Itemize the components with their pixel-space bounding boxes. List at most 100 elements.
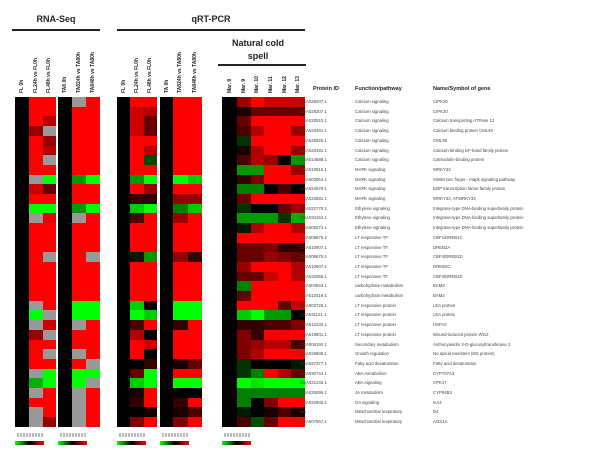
heatmap-cell	[72, 310, 87, 321]
heatmap-cell	[15, 223, 30, 234]
heatmap-cell	[187, 155, 203, 166]
heatmap-cell	[117, 320, 131, 331]
table-cell: CSA006190.1	[300, 341, 327, 347]
heatmap-cell	[58, 155, 73, 166]
table-cell: Calcium transporting ATPase 12	[433, 118, 495, 124]
heatmap-cell	[187, 310, 203, 321]
group-title-qrt-pcr: qRT-PCR	[191, 14, 231, 24]
heatmap-cell	[291, 417, 306, 428]
heatmap-cell	[222, 320, 238, 331]
table-cell: MAPK signaling	[355, 176, 386, 182]
heatmap-cell	[15, 368, 30, 379]
column-label: TA824h vs TA80h	[177, 52, 184, 93]
heatmap-cell	[58, 320, 73, 331]
table-cell: LT responsive TF	[355, 263, 388, 269]
heatmap-cell	[42, 135, 57, 146]
heatmap-cell	[160, 271, 174, 282]
heatmap-cell	[58, 145, 73, 156]
column-label: TA848h vs TA80h	[90, 52, 96, 93]
heatmap-cell	[117, 135, 131, 146]
heatmap-cell	[42, 329, 57, 340]
heatmap-cell	[15, 417, 30, 428]
heatmap-cell	[58, 397, 73, 408]
heatmap-cell	[42, 213, 57, 224]
table-cell: CSA027377.1	[300, 360, 327, 366]
heatmap-cell	[143, 164, 158, 175]
heatmap-cell	[291, 358, 306, 369]
heatmap-cell	[72, 378, 87, 389]
heatmap-cell	[130, 417, 144, 428]
heatmap-cell	[86, 271, 101, 282]
heatmap-cell	[277, 155, 292, 166]
heatmap-cell	[130, 261, 144, 272]
heatmap-cell	[173, 203, 188, 214]
table-cell: CSA010816.1	[300, 166, 327, 172]
heatmap-cell	[42, 339, 57, 350]
table-cell: Integrase-type DNA-binding superfamily p…	[433, 215, 524, 221]
heatmap-cell	[264, 261, 279, 272]
heatmap-cell	[291, 339, 306, 350]
heatmap-cell	[86, 291, 101, 302]
table-cell: CSA022905.1	[300, 399, 327, 405]
heatmap-cell	[187, 291, 203, 302]
table-cell: CSA032055.1	[300, 273, 327, 279]
heatmap-cell	[42, 417, 57, 428]
heatmap-cell	[187, 194, 203, 205]
heatmap-cell	[29, 116, 43, 127]
heatmap-cell	[222, 252, 238, 263]
heatmap-cell	[143, 106, 158, 117]
heatmap-cell	[222, 203, 238, 214]
heatmap-cell	[187, 358, 203, 369]
heatmap-cell	[130, 320, 144, 331]
heatmap-cell	[130, 135, 144, 146]
heatmap-cell	[222, 106, 238, 117]
heatmap-cell	[58, 232, 73, 243]
heatmap-cell	[15, 232, 30, 243]
heatmap-cell	[187, 378, 203, 389]
heatmap-cell	[173, 194, 188, 205]
heatmap-cell	[29, 281, 43, 292]
heatmap-cell	[187, 368, 203, 379]
heatmap-cell	[42, 164, 57, 175]
heatmap-cell	[42, 291, 57, 302]
heatmap-cell	[29, 184, 43, 195]
table-cell: Fatty acid desaturation	[355, 360, 399, 366]
column-label: Mar. 8	[226, 78, 233, 93]
heatmap-cell	[173, 155, 188, 166]
heatmap-cell	[160, 97, 174, 108]
heatmap-cell	[237, 116, 251, 127]
heatmap-cell	[291, 194, 306, 205]
heatmap-cell	[130, 388, 144, 399]
heatmap-cell	[143, 291, 158, 302]
heatmap-cell	[291, 155, 306, 166]
column-label: Mar. 9	[240, 78, 247, 93]
color-scale-legend	[15, 441, 44, 445]
heatmap-cell	[291, 203, 306, 214]
heatmap-cell	[173, 300, 188, 311]
heatmap-cell	[187, 213, 203, 224]
table-cell: CSA003064.1	[300, 176, 327, 182]
table-cell: CSA019801.1	[300, 331, 327, 337]
heatmap-cell	[291, 174, 306, 185]
heatmap-cell	[173, 252, 188, 263]
table-cell: CSA010907.1	[300, 244, 327, 250]
column-label: TA824h vs TA80h	[76, 52, 82, 93]
heatmap-cell	[173, 349, 188, 360]
column-label: FL24h vs FL0h	[32, 57, 39, 93]
heatmap-cell	[143, 397, 158, 408]
heatmap-cell	[86, 106, 101, 117]
table-cell: LEA protein	[433, 312, 456, 318]
heatmap-cell	[29, 252, 43, 263]
heatmap-cell	[130, 291, 144, 302]
heatmap-cell	[15, 329, 30, 340]
heatmap-cell	[15, 358, 30, 369]
heatmap-cell	[15, 252, 30, 263]
table-cell: JA metabolism	[355, 390, 383, 395]
heatmap-cell	[264, 378, 279, 389]
heatmap-cell	[277, 300, 292, 311]
heatmap-cell	[130, 242, 144, 253]
heatmap-cell	[143, 97, 158, 108]
heatmap-cell	[160, 203, 174, 214]
heatmap-cell	[117, 417, 131, 428]
heatmap-cell	[58, 291, 73, 302]
